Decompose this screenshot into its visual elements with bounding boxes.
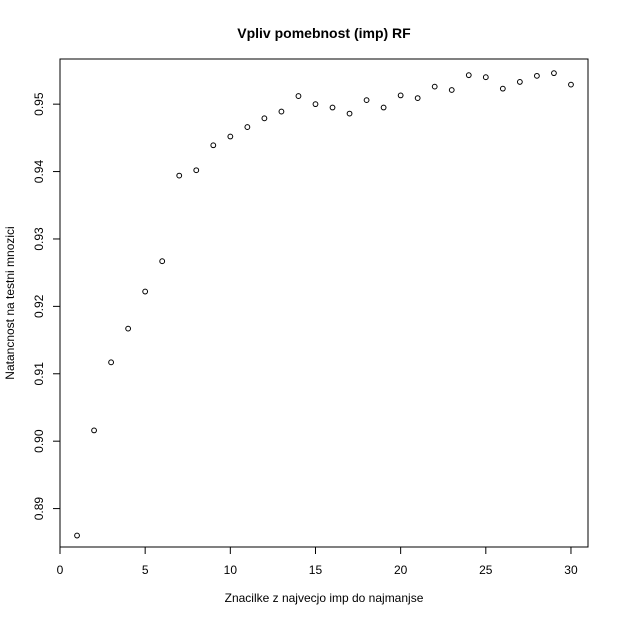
- y-tick-label: 0.90: [32, 429, 46, 453]
- data-point: [346, 110, 353, 117]
- x-tick-label: 5: [142, 563, 149, 577]
- data-point: [465, 72, 472, 79]
- x-tick-label: 15: [309, 563, 323, 577]
- data-point: [227, 133, 234, 140]
- y-axis: 0.89 0.90 0.91 0.92 0.93 0.94 0.95: [32, 92, 61, 521]
- data-point: [295, 93, 302, 99]
- data-point: [244, 124, 251, 130]
- y-tick-label: 0.92: [32, 294, 46, 318]
- data-point: [261, 115, 268, 122]
- data-point: [482, 74, 489, 81]
- data-point: [91, 427, 97, 434]
- data-point: [431, 83, 438, 90]
- x-axis: 0 5 10 15 20 25 30: [57, 546, 578, 577]
- chart-title: Vpliv pomebnost (imp) RF: [237, 25, 411, 41]
- data-point: [74, 532, 80, 539]
- data-point: [414, 95, 421, 101]
- x-tick-label: 25: [479, 563, 493, 577]
- x-tick-label: 10: [224, 563, 238, 577]
- x-tick-label: 20: [394, 563, 408, 577]
- plot-frame: [59, 58, 589, 548]
- data-point: [312, 101, 319, 108]
- data-point: [363, 97, 370, 104]
- data-point: [108, 359, 114, 366]
- data-point: [278, 108, 285, 115]
- data-point: [499, 85, 506, 92]
- data-point: [516, 79, 523, 85]
- data-point: [125, 325, 132, 332]
- x-tick-label: 0: [57, 563, 64, 577]
- data-point: [397, 92, 404, 99]
- data-point: [329, 104, 336, 111]
- y-tick-label: 0.94: [32, 160, 46, 184]
- data-point: [210, 142, 217, 149]
- data-point: [142, 288, 149, 295]
- data-point: [193, 167, 200, 174]
- data-point: [159, 258, 166, 265]
- data-point: [551, 70, 557, 77]
- y-tick-label: 0.93: [32, 227, 46, 251]
- y-tick-label: 0.89: [32, 497, 46, 521]
- data-points: [74, 70, 574, 539]
- y-axis-label: Natancnost na testni mnozici: [3, 226, 17, 379]
- data-point: [568, 81, 574, 88]
- data-point: [448, 87, 455, 93]
- x-tick-label: 30: [564, 563, 578, 577]
- data-point: [534, 72, 540, 79]
- x-axis-label: Znacilke z najvecjo imp do najmanjse: [225, 591, 424, 605]
- y-tick-label: 0.91: [32, 362, 46, 386]
- data-point: [380, 104, 387, 111]
- data-point: [176, 172, 183, 179]
- y-tick-label: 0.95: [32, 92, 46, 116]
